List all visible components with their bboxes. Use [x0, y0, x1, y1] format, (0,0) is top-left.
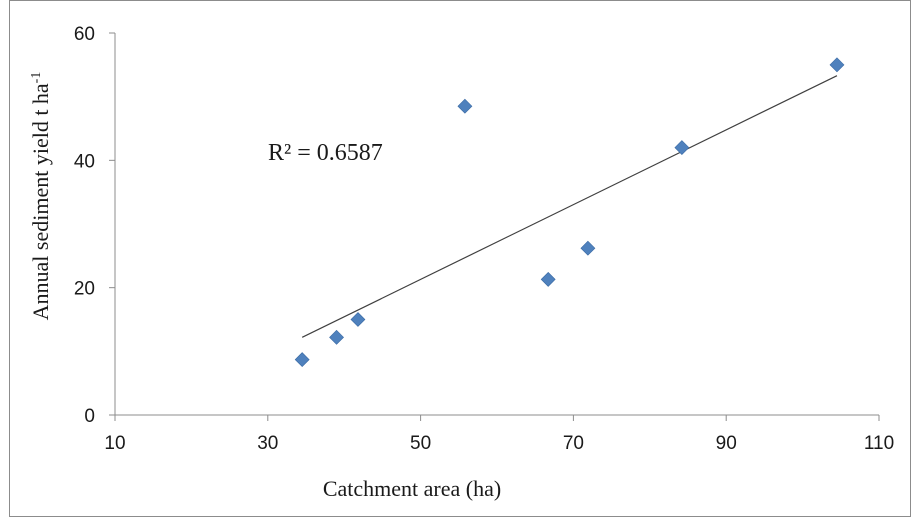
data-point	[457, 98, 473, 114]
axes	[114, 33, 879, 416]
y-tick-label: 20	[74, 279, 95, 300]
x-axis-title: Catchment area (ha)	[323, 476, 501, 501]
x-tick-label: 90	[716, 433, 737, 454]
chart-frame	[9, 0, 911, 517]
x-tick-label: 30	[257, 433, 278, 454]
trendline-group	[301, 75, 838, 338]
y-tick-label: 0	[84, 406, 95, 427]
data-point	[580, 240, 596, 256]
trendline	[301, 75, 838, 338]
x-tick-label: 110	[864, 433, 894, 454]
ticks: 10 30 50 70 90 110 0 20 40 60	[74, 24, 894, 454]
x-tick-label: 70	[563, 433, 584, 454]
data-point	[829, 57, 845, 73]
data-point	[350, 312, 366, 327]
data-point	[294, 352, 310, 368]
y-tick-label: 40	[74, 151, 95, 172]
data-point	[540, 271, 556, 287]
r-squared-annotation: R² = 0.6587	[268, 140, 383, 166]
y-tick-label: 60	[74, 24, 95, 45]
data-point	[674, 140, 690, 156]
x-tick-label: 50	[410, 433, 431, 454]
y-axis-title: Annual sediment yield t ha-1	[28, 72, 53, 321]
y-axis-title-main: Annual sediment yield t ha	[28, 83, 53, 320]
data-point	[329, 329, 344, 345]
x-tick-label: 10	[104, 433, 125, 454]
y-axis-title-superscript: -1	[29, 72, 44, 84]
data-points	[294, 57, 845, 368]
